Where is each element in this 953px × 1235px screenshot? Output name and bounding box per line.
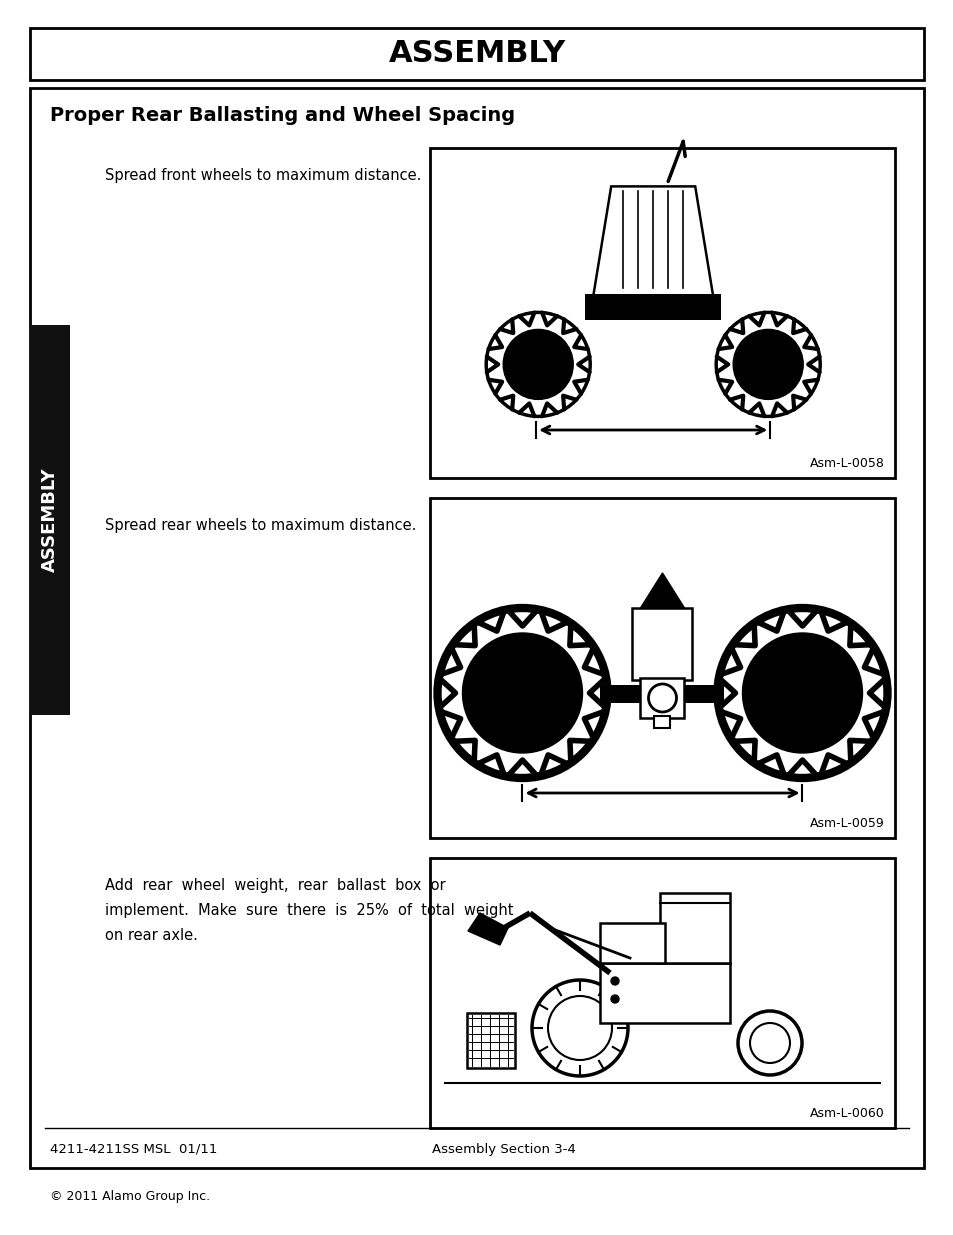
Circle shape (610, 995, 618, 1003)
Text: Asm-L-0059: Asm-L-0059 (809, 818, 884, 830)
Circle shape (741, 634, 862, 753)
Polygon shape (468, 913, 507, 945)
Circle shape (716, 312, 820, 416)
FancyBboxPatch shape (30, 88, 923, 1168)
Circle shape (717, 608, 886, 778)
FancyBboxPatch shape (632, 608, 692, 680)
Text: ASSEMBLY: ASSEMBLY (388, 40, 565, 68)
Circle shape (502, 330, 573, 399)
Circle shape (437, 608, 607, 778)
FancyBboxPatch shape (599, 685, 723, 703)
Polygon shape (639, 573, 684, 608)
Text: Proper Rear Ballasting and Wheel Spacing: Proper Rear Ballasting and Wheel Spacing (50, 106, 515, 125)
Text: Add  rear  wheel  weight,  rear  ballast  box  or: Add rear wheel weight, rear ballast box … (105, 878, 445, 893)
FancyBboxPatch shape (430, 148, 894, 478)
FancyBboxPatch shape (659, 893, 729, 963)
Text: © 2011 Alamo Group Inc.: © 2011 Alamo Group Inc. (50, 1191, 210, 1203)
FancyBboxPatch shape (430, 498, 894, 839)
Text: ASSEMBLY: ASSEMBLY (41, 468, 59, 572)
Circle shape (486, 312, 590, 416)
FancyBboxPatch shape (430, 858, 894, 1128)
FancyBboxPatch shape (599, 923, 664, 963)
FancyBboxPatch shape (584, 294, 720, 320)
FancyBboxPatch shape (30, 28, 923, 80)
Polygon shape (593, 186, 713, 296)
Text: Asm-L-0058: Asm-L-0058 (809, 457, 884, 471)
FancyBboxPatch shape (30, 325, 70, 715)
Circle shape (462, 634, 582, 753)
Text: 4211-4211SS MSL  01/11: 4211-4211SS MSL 01/11 (50, 1144, 217, 1156)
Text: on rear axle.: on rear axle. (105, 927, 197, 944)
Text: Assembly Section 3-4: Assembly Section 3-4 (432, 1144, 576, 1156)
Circle shape (733, 330, 802, 399)
Text: Spread rear wheels to maximum distance.: Spread rear wheels to maximum distance. (105, 517, 416, 534)
Text: Asm-L-0060: Asm-L-0060 (809, 1107, 884, 1120)
Text: Spread front wheels to maximum distance.: Spread front wheels to maximum distance. (105, 168, 421, 183)
Circle shape (610, 977, 618, 986)
FancyBboxPatch shape (654, 716, 670, 727)
FancyBboxPatch shape (639, 678, 684, 718)
FancyBboxPatch shape (467, 1013, 515, 1068)
Text: implement.  Make  sure  there  is  25%  of  total  weight: implement. Make sure there is 25% of tot… (105, 903, 513, 918)
FancyBboxPatch shape (599, 963, 729, 1023)
